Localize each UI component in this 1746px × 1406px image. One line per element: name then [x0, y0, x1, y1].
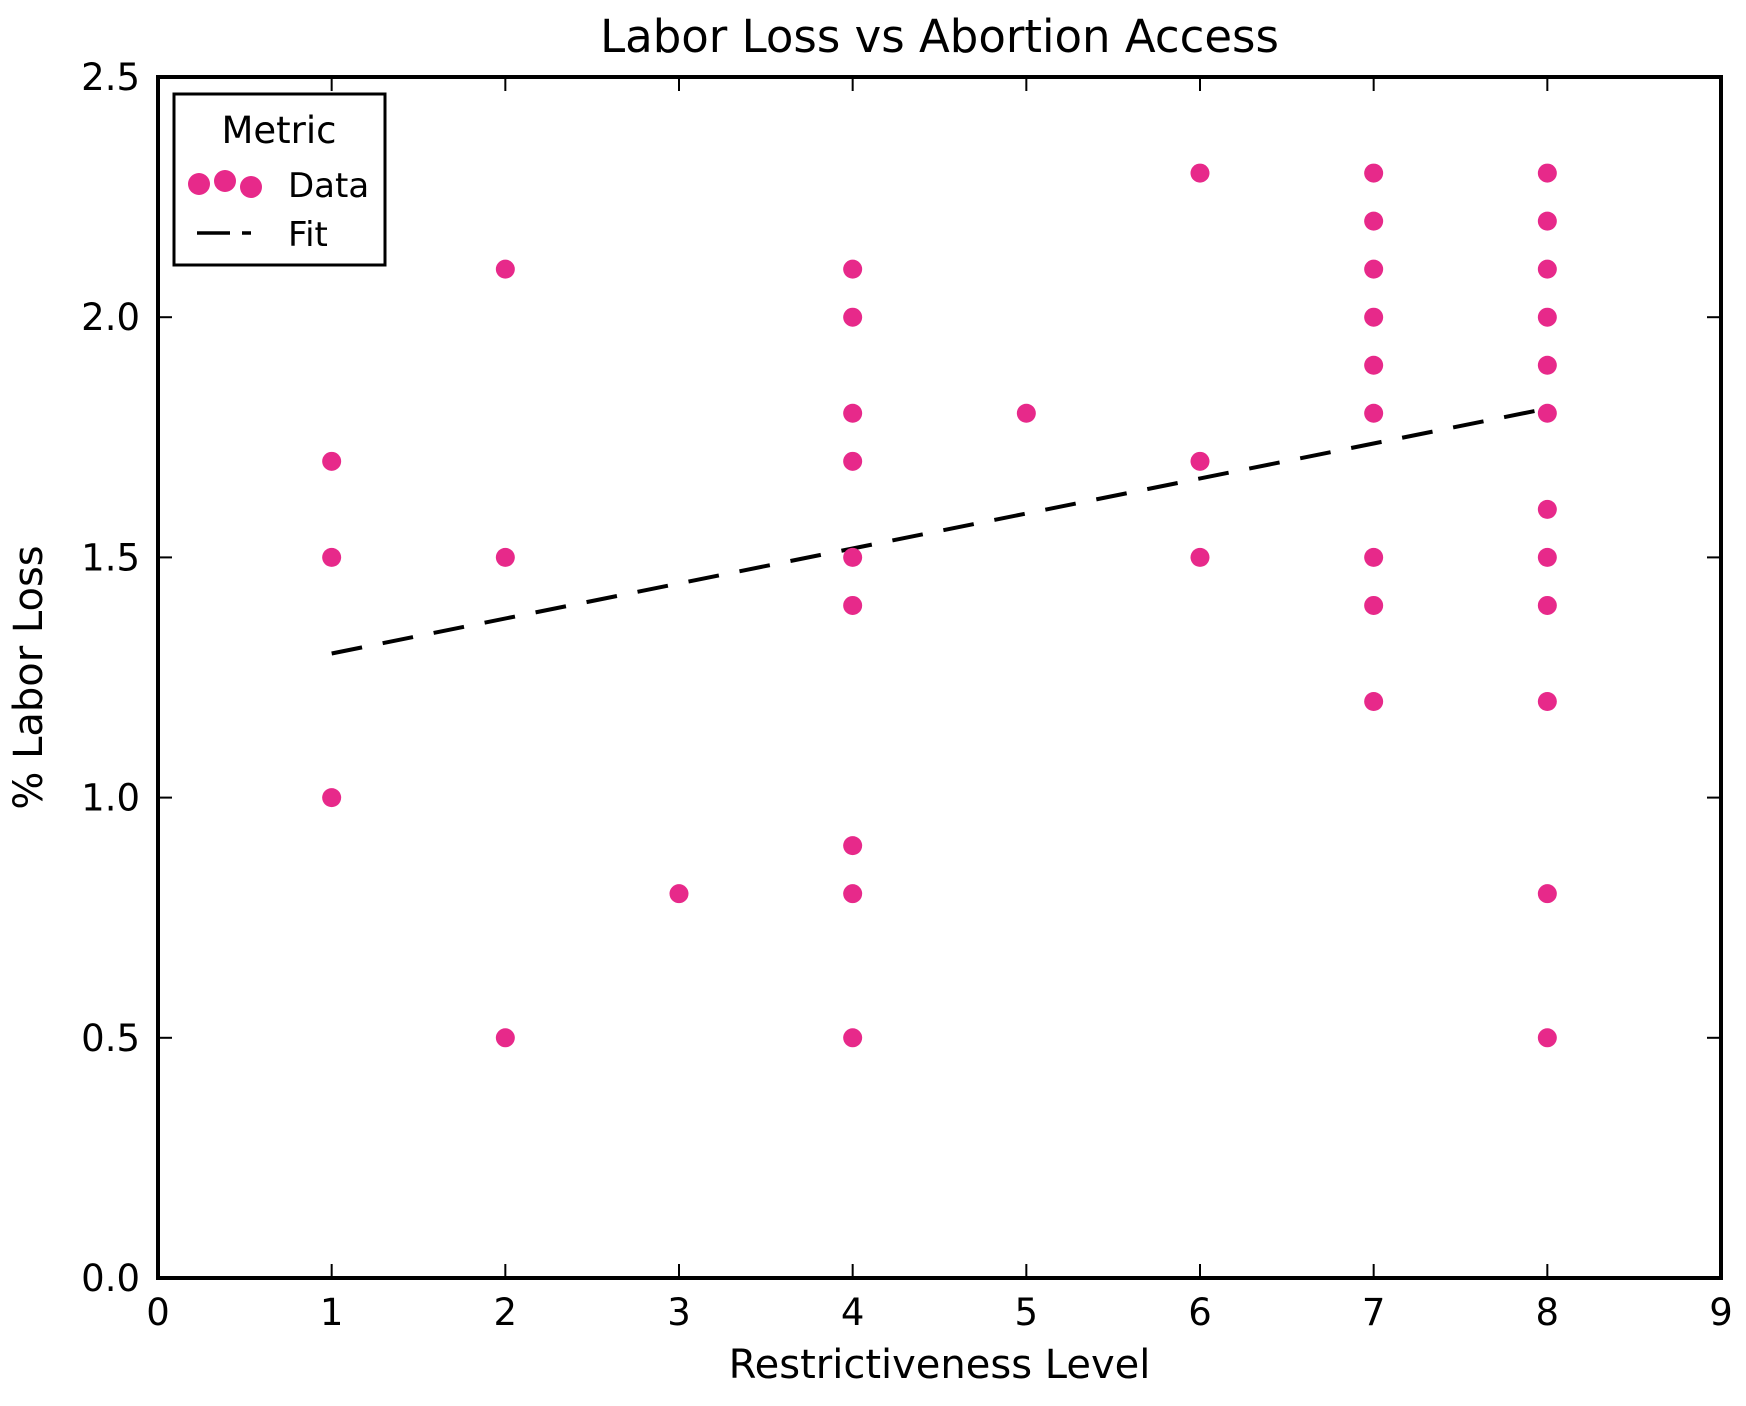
- data-point: [1190, 547, 1210, 567]
- fit-line: [331, 406, 1548, 656]
- x-tick-label: 1: [320, 1291, 344, 1334]
- data-point: [1537, 884, 1557, 904]
- data-point: [843, 836, 863, 856]
- data-point: [1364, 692, 1384, 712]
- x-tick-label: 2: [494, 1291, 518, 1334]
- chart-title: Labor Loss vs Abortion Access: [600, 10, 1279, 63]
- x-tick-label: 9: [1709, 1291, 1733, 1334]
- legend-data-marker-dot-icon: [188, 173, 210, 195]
- x-tick-label: 7: [1362, 1291, 1386, 1334]
- x-tick-label: 4: [841, 1291, 865, 1334]
- data-point: [1364, 355, 1384, 375]
- x-tick-label: 8: [1536, 1291, 1560, 1334]
- y-tick-label: 0.0: [81, 1257, 140, 1300]
- legend: Metric Data Fit: [172, 92, 387, 267]
- data-point: [843, 595, 863, 615]
- data-point: [1537, 403, 1557, 423]
- data-point: [843, 259, 863, 279]
- legend-data-marker-dot-icon: [240, 176, 262, 198]
- data-point: [843, 884, 863, 904]
- data-point: [843, 307, 863, 327]
- data-point: [843, 547, 863, 567]
- data-point: [1537, 259, 1557, 279]
- data-point: [322, 788, 342, 808]
- data-point: [1190, 451, 1210, 471]
- data-point: [322, 451, 342, 471]
- x-tick-label: 6: [1188, 1291, 1212, 1334]
- data-point: [669, 884, 689, 904]
- x-tick-label: 5: [1015, 1291, 1039, 1334]
- data-series: [322, 163, 1557, 1048]
- data-point: [843, 1028, 863, 1048]
- x-tick-label: 0: [146, 1291, 170, 1334]
- data-point: [1364, 403, 1384, 423]
- x-axis-label: Restrictiveness Level: [729, 1342, 1151, 1388]
- data-point: [1537, 307, 1557, 327]
- legend-box: [172, 92, 387, 267]
- data-point: [1364, 595, 1384, 615]
- legend-entry-data-label: Data: [288, 166, 369, 206]
- data-point: [1016, 403, 1036, 423]
- x-tick-label: 3: [667, 1291, 691, 1334]
- data-point: [1537, 692, 1557, 712]
- legend-title: Metric: [221, 109, 336, 152]
- y-tick-label: 1.5: [81, 536, 140, 579]
- data-point: [1364, 547, 1384, 567]
- data-point: [1537, 499, 1557, 519]
- data-point: [1537, 163, 1557, 183]
- data-point: [1364, 163, 1384, 183]
- legend-data-marker-dot-icon: [214, 170, 236, 192]
- data-point: [1537, 595, 1557, 615]
- data-point: [322, 547, 342, 567]
- y-axis-label: % Labor Loss: [6, 545, 52, 809]
- data-point: [1364, 211, 1384, 231]
- data-point: [1537, 1028, 1557, 1048]
- axis-ticks: [158, 77, 1721, 1278]
- legend-entry-fit-label: Fit: [288, 215, 328, 255]
- data-point: [495, 259, 515, 279]
- data-point: [495, 547, 515, 567]
- data-point: [843, 451, 863, 471]
- data-point: [1537, 355, 1557, 375]
- data-point: [1190, 163, 1210, 183]
- data-point: [495, 1028, 515, 1048]
- y-tick-label: 2.5: [81, 56, 140, 99]
- y-tick-label: 1.0: [81, 777, 140, 820]
- data-point: [1364, 307, 1384, 327]
- tick-labels: 0 1 2 3 4 5 6 7 8 9 0.0 0.5 1.0 1.5 2.0 2.5: [81, 56, 1733, 1334]
- data-point: [1364, 259, 1384, 279]
- data-point: [1537, 211, 1557, 231]
- y-tick-label: 0.5: [81, 1017, 140, 1060]
- data-point: [843, 403, 863, 423]
- plot-frame: [156, 75, 1723, 1280]
- data-point: [1537, 547, 1557, 567]
- y-tick-label: 2.0: [81, 296, 140, 339]
